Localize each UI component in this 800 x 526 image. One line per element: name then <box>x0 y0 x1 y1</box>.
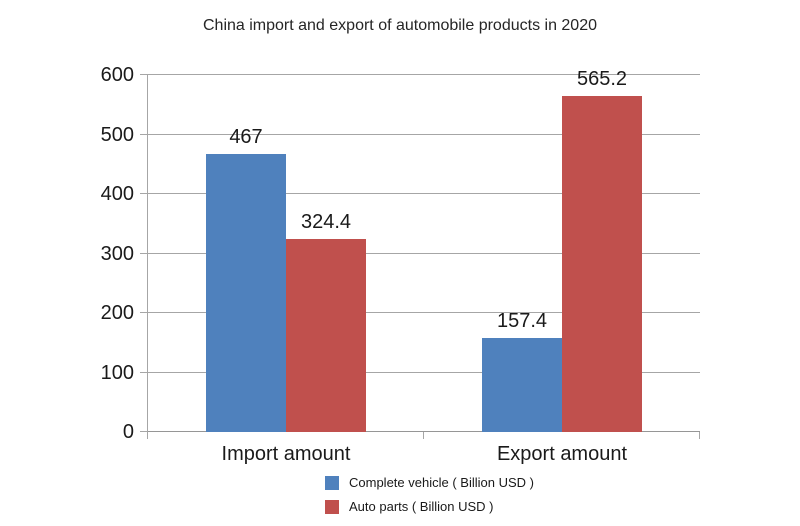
bar-value-label: 565.2 <box>576 67 628 90</box>
legend-swatch <box>325 499 339 514</box>
legend-label: Complete vehicle ( Billion USD ) <box>349 475 534 490</box>
y-axis-tick-label: 200 <box>100 302 134 324</box>
y-axis-line <box>147 75 148 432</box>
bar-value-label: 467 <box>229 126 263 149</box>
legend-item: Auto parts ( Billion USD ) <box>325 497 534 516</box>
bar-complete-vehicle-export <box>482 338 562 432</box>
legend: Complete vehicle ( Billion USD ) Auto par… <box>325 473 534 521</box>
gridline <box>148 193 700 194</box>
y-axis-tick <box>140 431 148 432</box>
y-axis-tick <box>140 371 148 373</box>
y-axis-tick <box>140 74 148 75</box>
x-axis-tick <box>699 432 700 439</box>
x-axis-tick <box>147 432 148 439</box>
y-axis-tick-label: 100 <box>100 361 134 384</box>
bar-complete-vehicle-import <box>206 154 286 432</box>
x-axis-tick <box>423 432 424 439</box>
y-axis-tick-label: 0 <box>122 421 134 443</box>
y-axis-tick-label: 500 <box>100 123 134 146</box>
gridline <box>148 133 700 135</box>
y-axis-tick <box>140 193 148 194</box>
y-axis-tick-label: 300 <box>100 242 134 265</box>
chart-title: China import and export of automobile pr… <box>202 17 597 34</box>
legend-item: Complete vehicle ( Billion USD ) <box>325 473 534 492</box>
y-axis-tick <box>140 133 148 135</box>
legend-label: Auto parts ( Billion USD ) <box>349 499 494 514</box>
gridline <box>148 252 700 254</box>
y-axis-tick <box>140 312 148 313</box>
x-axis-category-label: Import amount <box>221 443 351 465</box>
bar-auto-parts-export <box>562 95 642 432</box>
bar-value-label: 324.4 <box>300 210 352 233</box>
gridline <box>148 312 700 313</box>
y-axis-tick-label: 400 <box>100 183 134 205</box>
gridline <box>148 371 700 373</box>
bar-auto-parts-import <box>286 238 366 432</box>
y-axis-tick <box>140 252 148 254</box>
gridline <box>148 74 700 75</box>
y-axis-tick-label: 600 <box>100 64 134 86</box>
x-axis-line <box>148 431 700 432</box>
legend-swatch <box>325 475 339 490</box>
x-axis-category-label: Export amount <box>496 443 628 465</box>
bar-value-label: 157.4 <box>496 310 548 333</box>
